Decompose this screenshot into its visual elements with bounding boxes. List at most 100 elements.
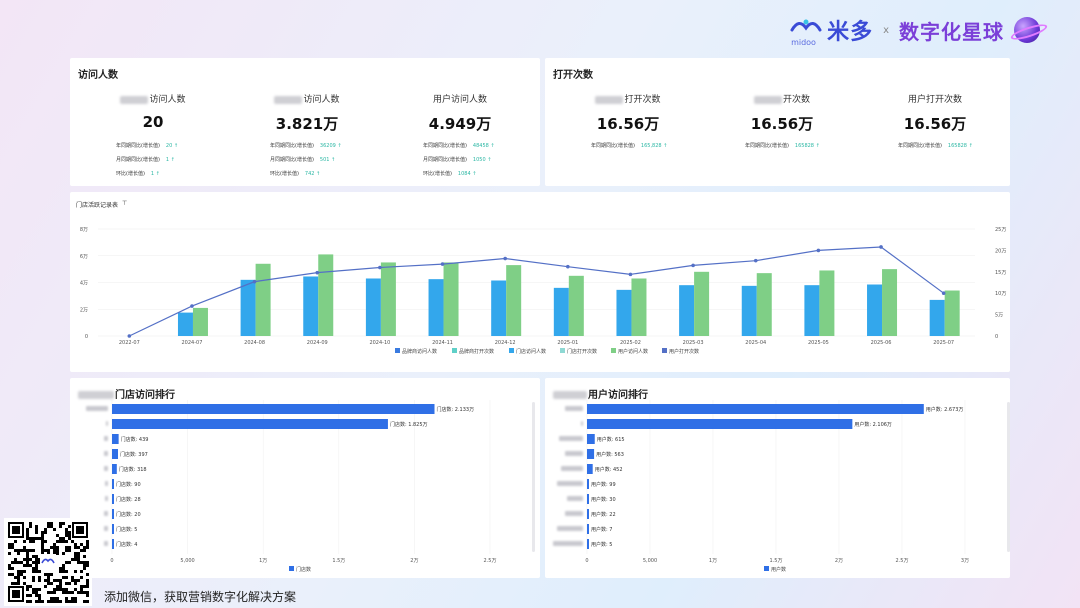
qr-module bbox=[77, 558, 80, 561]
metric-value: 48458 ↑ bbox=[472, 142, 495, 149]
qr-module bbox=[47, 525, 50, 528]
bar-store-visitors bbox=[491, 280, 507, 336]
opens-metric-row: 年同期同比(增长值) 165828 ↑ bbox=[745, 142, 820, 150]
bar-user-visitors bbox=[819, 270, 835, 336]
category-label-blurred bbox=[565, 511, 583, 516]
category-label-blurred bbox=[557, 481, 583, 486]
x-tick-label: 1万 bbox=[259, 558, 267, 564]
visitors-kpi-0: 访问人数 20 bbox=[88, 92, 218, 131]
qr-module bbox=[86, 591, 89, 594]
qr-module bbox=[47, 552, 50, 555]
bar-value-label: 用户数: 2.673万 bbox=[926, 406, 964, 413]
visitors-metric-row: 月同期同比(增长值) 1050 ↑ bbox=[423, 156, 491, 164]
qr-module bbox=[74, 588, 77, 591]
qr-finder-center bbox=[76, 526, 84, 534]
user-ranking-card: 用户访问排行 0 5,000 1万 1.5万 2万 2.5万 3万 用户数: 2.673万 用户… bbox=[545, 378, 1010, 578]
bar-value-label: 门店数: 28 bbox=[116, 496, 141, 503]
qr-module bbox=[62, 537, 65, 540]
bar-value-label: 门店数: 20 bbox=[116, 511, 141, 518]
qr-module bbox=[65, 588, 68, 591]
metric-label: 环比(增长值) bbox=[116, 171, 145, 177]
legend-label: 用户数 bbox=[771, 566, 786, 573]
qr-module bbox=[83, 561, 86, 564]
qr-module bbox=[41, 546, 44, 549]
qr-module bbox=[20, 573, 23, 576]
qr-module bbox=[68, 534, 71, 537]
qr-module bbox=[77, 561, 80, 564]
qr-module bbox=[80, 576, 83, 579]
qr-module bbox=[68, 561, 71, 564]
filter-icon[interactable]: ⊤ bbox=[122, 200, 128, 207]
qr-module bbox=[65, 540, 68, 543]
bar-user-visitors bbox=[443, 262, 459, 336]
qr-module bbox=[56, 534, 59, 537]
qr-module bbox=[35, 525, 38, 528]
metric-label: 年同期同比(增长值) bbox=[116, 143, 160, 149]
qr-module bbox=[38, 558, 41, 561]
qr-module bbox=[44, 585, 47, 588]
bar-store-visitors bbox=[553, 287, 569, 336]
bar-user-visitors bbox=[255, 263, 271, 336]
qr-module bbox=[53, 579, 56, 582]
brand-separator: x bbox=[883, 24, 889, 36]
legend-swatch bbox=[289, 566, 294, 571]
line-point bbox=[628, 272, 633, 277]
qr-module bbox=[59, 522, 62, 525]
midoo-logo-icon: midoo bbox=[789, 16, 823, 47]
opens-kpi-2: 用户打开次数 16.56万 bbox=[870, 92, 1000, 134]
qr-module bbox=[8, 546, 11, 549]
bar-user-visitors bbox=[944, 290, 960, 336]
qr-module bbox=[20, 549, 23, 552]
qr-module bbox=[65, 531, 68, 534]
qr-module bbox=[65, 582, 68, 585]
x-tick-label: 0 bbox=[110, 558, 113, 564]
x-tick-label: 2025-03 bbox=[683, 340, 704, 346]
qr-module bbox=[38, 576, 41, 579]
qr-module bbox=[77, 555, 80, 558]
opens-kpi-0: 打开次数 16.56万 bbox=[563, 92, 693, 134]
qr-module bbox=[17, 582, 20, 585]
qr-module bbox=[62, 591, 65, 594]
qr-module bbox=[17, 576, 20, 579]
qr-module bbox=[53, 549, 56, 552]
qr-module bbox=[26, 600, 29, 603]
visitors-metric-row: 年同期同比(增长值) 20 ↑ bbox=[116, 142, 178, 150]
wechat-qr-code[interactable] bbox=[4, 518, 92, 606]
metric-value: 742 ↑ bbox=[304, 170, 321, 177]
qr-module bbox=[26, 549, 29, 552]
qr-module bbox=[23, 582, 26, 585]
bar-store-visitors bbox=[428, 279, 444, 336]
bar-value-label: 用户数: 452 bbox=[595, 466, 623, 473]
qr-module bbox=[29, 525, 32, 528]
bar-value-label: 用户数: 615 bbox=[597, 436, 625, 443]
qr-module bbox=[17, 573, 20, 576]
qr-module bbox=[26, 594, 29, 597]
qr-module bbox=[35, 531, 38, 534]
x-tick-label: 2024-08 bbox=[244, 340, 265, 346]
x-tick-label: 2024-07 bbox=[182, 340, 203, 346]
metric-label: 环比(增长值) bbox=[423, 171, 452, 177]
qr-module bbox=[26, 588, 29, 591]
legend-label: 门店访问人数 bbox=[516, 348, 546, 355]
qr-module bbox=[86, 546, 89, 549]
qr-module bbox=[47, 573, 50, 576]
legend-swatch bbox=[560, 348, 565, 353]
opens-kpi-value: 16.56万 bbox=[596, 115, 660, 133]
qr-module bbox=[83, 591, 86, 594]
metric-value: 165828 ↑ bbox=[794, 142, 820, 149]
qr-module bbox=[14, 582, 17, 585]
qr-module bbox=[74, 600, 77, 603]
metric-label: 月同期同比(增长值) bbox=[270, 157, 314, 163]
metric-label: 环比(增长值) bbox=[270, 171, 299, 177]
category-label-blurred bbox=[105, 481, 108, 486]
visitors-metric-row: 月同期同比(增长值) 1 ↑ bbox=[116, 156, 175, 164]
x-tick-label: 2025-06 bbox=[871, 340, 892, 346]
planet-icon bbox=[1014, 17, 1040, 43]
qr-module bbox=[14, 558, 17, 561]
category-label-blurred bbox=[104, 436, 108, 441]
qr-module bbox=[41, 552, 44, 555]
rank-bar bbox=[587, 539, 589, 549]
qr-module bbox=[68, 600, 71, 603]
metric-value: 165,828 ↑ bbox=[640, 142, 668, 149]
line-point bbox=[127, 334, 132, 338]
